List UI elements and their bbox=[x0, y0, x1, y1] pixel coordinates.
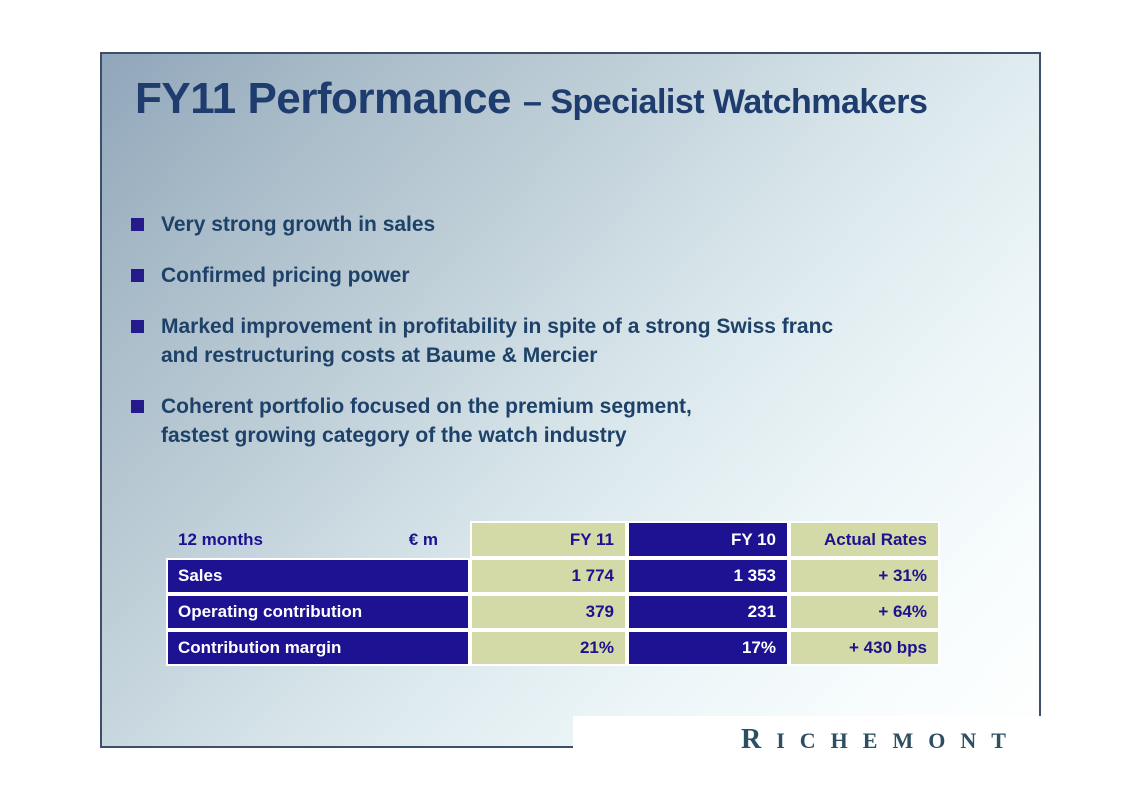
bullet-item: Very strong growth in sales bbox=[131, 210, 991, 239]
table-header-fy10: FY 10 bbox=[627, 521, 789, 558]
bullet-line: Confirmed pricing power bbox=[161, 264, 410, 287]
title-subtitle: – Specialist Watchmakers bbox=[522, 83, 928, 121]
logo-rest: ICHEMONT bbox=[776, 728, 1021, 753]
table-row-label: Contribution margin bbox=[166, 630, 470, 666]
logo-initial: R bbox=[741, 724, 777, 755]
bullet-list: Very strong growth in sales Confirmed pr… bbox=[131, 210, 991, 472]
table-header-period-label: 12 months bbox=[178, 529, 264, 549]
table-row-label: Sales bbox=[166, 558, 470, 594]
bullet-line: and restructuring costs at Baume & Merci… bbox=[161, 344, 598, 367]
table-cell-fy10: 231 bbox=[627, 594, 789, 630]
slide-canvas: FY11 Performance – Specialist Watchmakers… bbox=[100, 52, 1041, 748]
table-header-fy11: FY 11 bbox=[470, 521, 627, 558]
bullet-line: Marked improvement in profitability in s… bbox=[161, 315, 834, 338]
title-main: FY11 Performance bbox=[135, 74, 511, 123]
table-cell-fy11: 1 774 bbox=[470, 558, 627, 594]
table-cell-rate: + 31% bbox=[789, 558, 940, 594]
table-cell-fy10: 1 353 bbox=[627, 558, 789, 594]
bullet-square-icon bbox=[131, 400, 144, 413]
bullet-item: Confirmed pricing power bbox=[131, 261, 991, 290]
bullet-line: Coherent portfolio focused on the premiu… bbox=[161, 395, 692, 418]
table-cell-fy10: 17% bbox=[627, 630, 789, 666]
table-cell-rate: + 64% bbox=[789, 594, 940, 630]
table-header-period: 12 months € m bbox=[168, 523, 468, 556]
bullet-item: Marked improvement in profitability in s… bbox=[131, 312, 991, 370]
performance-table: 12 months € m FY 11 FY 10 Actual Rates S… bbox=[166, 521, 940, 666]
bullet-line: Very strong growth in sales bbox=[161, 213, 436, 236]
table-cell-fy11: 379 bbox=[470, 594, 627, 630]
slide-title: FY11 Performance – Specialist Watchmakers bbox=[135, 74, 928, 124]
table-cell-fy11: 21% bbox=[470, 630, 627, 666]
bullet-square-icon bbox=[131, 218, 144, 231]
logo-plate: RICHEMONT bbox=[573, 716, 1143, 807]
table-header-actual-rates: Actual Rates bbox=[789, 521, 940, 558]
bullet-line: fastest growing category of the watch in… bbox=[161, 424, 627, 447]
table-cell-rate: + 430 bps bbox=[789, 630, 940, 666]
bullet-item: Coherent portfolio focused on the premiu… bbox=[131, 392, 991, 450]
bullet-square-icon bbox=[131, 269, 144, 282]
table-row-label: Operating contribution bbox=[166, 594, 470, 630]
bullet-square-icon bbox=[131, 320, 144, 333]
table-header-unit-label: € m bbox=[408, 529, 438, 549]
richemont-logo: RICHEMONT bbox=[741, 724, 1021, 756]
